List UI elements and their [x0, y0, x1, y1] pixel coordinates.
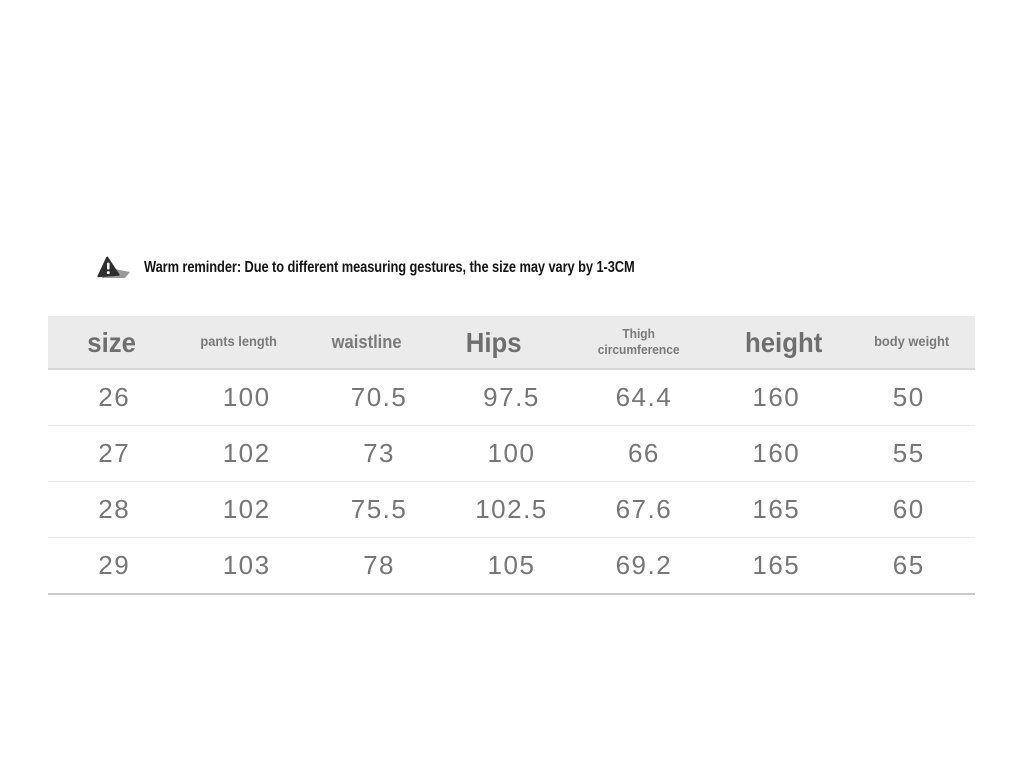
table-cell-height: 165 [752, 494, 801, 524]
size-table: size pants length waistline Hips Thigh circu… [48, 316, 975, 595]
table-cell-size: 28 [98, 494, 131, 524]
table-cell-pants-length: 103 [222, 550, 271, 580]
warning-icon-exclamation [107, 262, 110, 270]
table-row: 29 103 78 105 69.2 165 65 [48, 538, 975, 595]
table-header-row: size pants length waistline Hips Thigh circu… [48, 316, 975, 370]
table-body: 26 100 70.5 97.5 64.4 160 50 27 102 73 100 66 160 55 2… [48, 370, 975, 595]
column-header-pants-length: pants length [200, 333, 278, 350]
table-cell-size: 27 [98, 438, 131, 468]
table-cell-size: 29 [98, 550, 131, 580]
table-cell-thigh-circumference: 66 [627, 438, 660, 468]
warm-reminder: Warm reminder: Due to different measurin… [95, 254, 735, 282]
table-cell-waistline: 70.5 [350, 382, 408, 412]
table-cell-body-weight: 50 [892, 382, 925, 412]
table-cell-thigh-circumference: 69.2 [615, 550, 673, 580]
table-row: 27 102 73 100 66 160 55 [48, 426, 975, 482]
table-cell-thigh-circumference: 67.6 [615, 494, 673, 524]
table-cell-hips: 102.5 [475, 494, 548, 524]
column-header-size: size [87, 326, 136, 358]
table-cell-body-weight: 65 [892, 550, 925, 580]
column-header-height: height [745, 326, 823, 358]
table-cell-hips: 100 [487, 438, 536, 468]
column-header-waistline: waistline [331, 331, 402, 352]
table-cell-pants-length: 102 [222, 494, 271, 524]
column-header-body-weight: body weight [873, 333, 949, 350]
table-cell-waistline: 75.5 [350, 494, 408, 524]
table-cell-hips: 97.5 [483, 382, 540, 412]
table-cell-size: 26 [98, 382, 131, 412]
table-cell-height: 160 [752, 438, 801, 468]
table-row: 26 100 70.5 97.5 64.4 160 50 [48, 370, 975, 426]
table-cell-hips: 105 [487, 550, 536, 580]
warning-triangle-icon [97, 256, 130, 278]
reminder-text: Warm reminder: Due to different measurin… [144, 259, 635, 276]
table-cell-height: 165 [752, 550, 801, 580]
table-cell-waistline: 73 [363, 438, 396, 468]
table-cell-pants-length: 100 [222, 382, 271, 412]
table-cell-pants-length: 102 [222, 438, 271, 468]
table-row: 28 102 75.5 102.5 67.6 165 60 [48, 482, 975, 538]
table-cell-body-weight: 55 [892, 438, 925, 468]
table-cell-thigh-circumference: 64.4 [615, 382, 673, 412]
table-cell-waistline: 78 [363, 550, 396, 580]
column-header-hips: Hips [465, 326, 522, 358]
table-cell-body-weight: 60 [892, 494, 925, 524]
column-header-thigh-circumference: Thigh circumference [597, 325, 680, 357]
warning-icon-dot [106, 271, 110, 275]
table-cell-height: 160 [752, 382, 801, 412]
